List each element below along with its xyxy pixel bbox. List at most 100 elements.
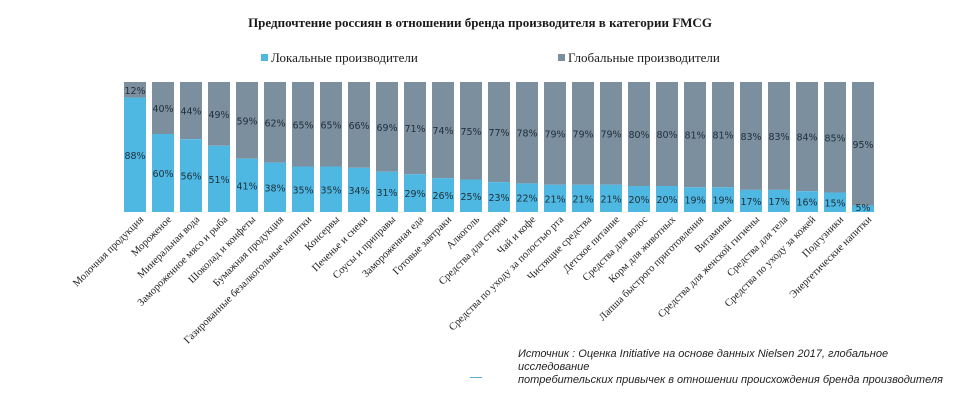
value-label-global: 85% — [824, 133, 845, 144]
value-label-local: 29% — [404, 189, 425, 200]
bar-global — [376, 82, 398, 172]
bar-local — [656, 186, 678, 212]
bar-local — [544, 184, 566, 212]
bar-global — [320, 82, 342, 167]
value-label-local: 17% — [740, 197, 761, 208]
source-note: Источник : Оценка Initiative на основе д… — [518, 348, 958, 387]
bar-global — [404, 82, 426, 175]
value-label-global: 79% — [572, 129, 593, 140]
bar-local — [460, 179, 482, 212]
bar-local — [768, 189, 790, 212]
bar-global — [460, 82, 482, 180]
value-label-local: 22% — [516, 194, 537, 205]
value-label-local: 21% — [572, 194, 593, 205]
value-label-local: 31% — [376, 188, 397, 199]
value-label-global: 95% — [852, 140, 873, 151]
value-label-global: 79% — [544, 129, 565, 140]
legend-swatch-global — [558, 54, 565, 61]
bars-group — [124, 82, 874, 212]
bar-global — [432, 82, 454, 179]
value-label-global: 81% — [684, 131, 705, 142]
bar-global — [516, 82, 538, 184]
value-label-global: 84% — [796, 133, 817, 144]
bar-global — [712, 82, 734, 188]
value-label-global: 80% — [656, 130, 677, 141]
value-label-local: 20% — [628, 195, 649, 206]
bar-local — [488, 182, 510, 212]
value-label-global: 12% — [124, 86, 145, 97]
bar-local — [600, 184, 622, 212]
bar-global — [236, 82, 258, 159]
value-label-global: 69% — [376, 123, 397, 134]
bar-global — [600, 82, 622, 185]
bar-local — [348, 167, 370, 212]
bar-local — [236, 158, 258, 212]
value-label-local: 21% — [544, 194, 565, 205]
source-note-line-1: Источник : Оценка Initiative на основе д… — [518, 348, 889, 373]
bar-local — [320, 166, 342, 212]
value-label-global: 65% — [320, 120, 341, 131]
bar-local — [824, 192, 846, 212]
value-label-local: 34% — [348, 186, 369, 197]
value-label-global: 71% — [404, 124, 425, 135]
bar-local — [124, 97, 146, 212]
bar-local — [684, 187, 706, 212]
bar-global — [180, 82, 202, 140]
bar-global — [544, 82, 566, 185]
value-label-local: 23% — [488, 193, 509, 204]
bar-global — [824, 82, 846, 193]
value-label-local: 38% — [264, 183, 285, 194]
legend-label-global: Глобальные производители — [568, 50, 720, 65]
value-label-global: 62% — [264, 118, 285, 129]
bar-local — [516, 183, 538, 212]
bar-local — [740, 189, 762, 212]
bar-local — [628, 186, 650, 212]
bar-global — [768, 82, 790, 190]
bar-global — [124, 82, 146, 98]
value-label-local: 25% — [460, 192, 481, 203]
bar-local — [180, 139, 202, 212]
bar-global — [740, 82, 762, 190]
bar-local — [152, 134, 174, 212]
value-label-local: 56% — [180, 172, 201, 183]
value-label-local: 41% — [236, 181, 257, 192]
legend-swatch-local — [261, 54, 268, 61]
legend-label-local: Локальные производители — [271, 50, 418, 65]
bar-local — [572, 184, 594, 212]
value-label-global: 59% — [236, 116, 257, 127]
bar-global — [208, 82, 230, 146]
bar-global — [348, 82, 370, 168]
bar-local — [208, 145, 230, 212]
bar-global — [152, 82, 174, 134]
value-label-local: 5% — [855, 203, 870, 214]
bar-global — [656, 82, 678, 186]
value-label-local: 26% — [432, 191, 453, 202]
value-label-local: 60% — [152, 169, 173, 180]
value-label-global: 83% — [740, 132, 761, 143]
value-label-local: 17% — [768, 197, 789, 208]
value-label-global: 74% — [432, 126, 453, 137]
value-label-global: 44% — [180, 107, 201, 118]
value-label-local: 21% — [600, 194, 621, 205]
bar-local — [796, 191, 818, 212]
bar-global — [264, 82, 286, 163]
bar-global — [852, 82, 874, 206]
bar-local — [376, 171, 398, 212]
chart-title: Предпочтение россиян в отношении бренда … — [248, 15, 712, 30]
bar-local — [404, 174, 426, 212]
decorative-line — [470, 377, 482, 378]
bar-global — [488, 82, 510, 183]
value-labels-group: 88% 12% 60% 40% 56% 44% 51% 49% 41% 59% 38% 62% 35% 6… — [124, 86, 873, 214]
source-note-line-2: потребительских привычек в отношении про… — [518, 374, 943, 386]
bar-global — [684, 82, 706, 188]
value-label-global: 75% — [460, 127, 481, 138]
value-label-global: 83% — [768, 132, 789, 143]
value-label-local: 16% — [796, 198, 817, 209]
bar-global — [796, 82, 818, 192]
value-label-local: 35% — [292, 185, 313, 196]
value-label-local: 19% — [684, 196, 705, 207]
bar-global — [292, 82, 314, 167]
value-label-global: 65% — [292, 120, 313, 131]
value-label-local: 35% — [320, 185, 341, 196]
